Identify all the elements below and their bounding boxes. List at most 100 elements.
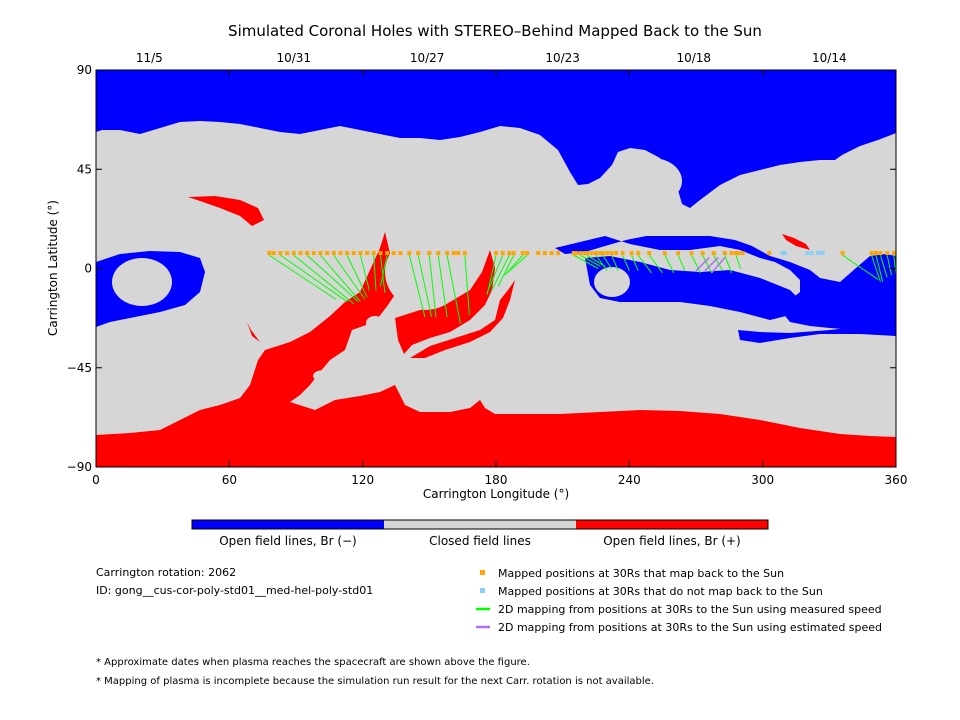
top-date-label: 10/23 — [545, 51, 580, 65]
mapped-position-marker — [456, 251, 461, 256]
measured-speed-mapping-line — [871, 255, 881, 282]
mapped-position-marker — [582, 251, 587, 256]
x-tick-label: 120 — [351, 473, 374, 487]
measured-speed-mapping-line — [417, 255, 433, 318]
colorbar: Open field lines, Br (−) Closed field lin… — [191, 519, 769, 548]
measured-speed-mapping-line — [586, 254, 606, 267]
measured-speed-mapping-line — [446, 255, 461, 324]
estimated-speed-mapping-line — [695, 256, 710, 272]
measured-speed-mapping-line — [595, 254, 608, 271]
mapped-position-marker — [549, 251, 554, 256]
colorbar-segment — [384, 520, 576, 529]
measured-speed-mapping-line — [428, 255, 437, 318]
mapped-position-marker — [662, 251, 667, 256]
mapped-position-marker — [511, 251, 516, 256]
mapped-position-marker — [462, 251, 467, 256]
y-axis-label: Carrington Latitude (°) — [46, 200, 60, 336]
mapped-position-marker — [416, 251, 421, 256]
mapped-position-marker — [689, 251, 694, 256]
legend-marker — [480, 588, 485, 593]
y-tick-label: −90 — [67, 460, 92, 474]
closed-island — [366, 316, 384, 330]
mapped-position-marker — [520, 251, 525, 256]
measured-speed-mapping-line — [359, 255, 370, 291]
unmapped-position-marker — [780, 251, 785, 256]
mapped-position-marker — [525, 251, 530, 256]
mapped-position-marker — [331, 251, 336, 256]
coronal-hole-map — [96, 70, 896, 467]
measured-speed-mapping-line — [875, 255, 884, 282]
measured-speed-mapping-line — [506, 254, 528, 274]
mapping-lines — [269, 254, 896, 324]
mapped-position-marker — [556, 251, 561, 256]
south-open-field-region — [410, 280, 515, 358]
mapped-position-marker — [338, 251, 343, 256]
measured-speed-mapping-line — [631, 255, 639, 271]
footnote-dates: * Approximate dates when plasma reaches … — [96, 657, 530, 668]
mapped-position-marker — [305, 251, 310, 256]
north-open-field-region — [96, 70, 896, 208]
closed-island — [313, 370, 335, 382]
mapped-position-marker — [267, 251, 272, 256]
mapped-position-marker — [620, 251, 625, 256]
mapped-position-marker — [647, 251, 652, 256]
legend-label: Mapped positions at 30Rs that do not map… — [498, 585, 823, 598]
measured-speed-mapping-line — [293, 254, 355, 305]
closed-island — [112, 258, 172, 306]
measured-speed-mapping-line — [886, 255, 893, 276]
top-date-label: 10/18 — [676, 51, 711, 65]
legend-label: 2D mapping from positions at 30Rs to the… — [498, 603, 882, 616]
south-open-field-region — [395, 250, 495, 354]
measured-speed-mapping-line — [842, 254, 879, 280]
x-tick-label: 300 — [751, 473, 774, 487]
unmapped-position-marker — [782, 251, 787, 256]
mapped-position-markers — [267, 251, 896, 256]
mapped-position-marker — [740, 251, 745, 256]
chart-title: Simulated Coronal Holes with STEREO–Behi… — [228, 22, 762, 40]
mapped-position-marker — [371, 251, 376, 256]
legend-label: Mapped positions at 30Rs that map back t… — [498, 567, 784, 580]
mapped-position-marker — [445, 251, 450, 256]
footnote-incomplete: * Mapping of plasma is incomplete becaus… — [96, 676, 654, 687]
measured-speed-mapping-line — [691, 255, 701, 274]
measured-speed-mapping-line — [333, 254, 366, 300]
colorbar-segment — [576, 520, 768, 529]
run-id-text: ID: gong__cus-cor-poly-std01__med-hel-po… — [96, 584, 374, 597]
mapped-position-marker — [729, 251, 734, 256]
east-open-field-region — [555, 236, 896, 330]
measured-speed-mapping-line — [320, 254, 361, 302]
measured-speed-mapping-line — [491, 255, 510, 291]
mapped-position-marker — [609, 251, 614, 256]
measured-speed-mapping-line — [280, 254, 348, 302]
measured-speed-mapping-line — [346, 255, 368, 298]
measured-speed-mapping-line — [637, 254, 652, 274]
measured-speed-mapping-line — [713, 255, 724, 271]
mapped-position-marker — [598, 251, 603, 256]
mapped-position-marker — [271, 251, 276, 256]
mapped-position-marker — [494, 251, 498, 256]
measured-speed-mapping-line — [879, 255, 888, 278]
top-date-label: 10/27 — [410, 51, 445, 65]
mapped-position-marker — [574, 251, 578, 256]
mapped-position-marker — [585, 251, 590, 256]
colorbar-label: Open field lines, Br (−) — [219, 534, 357, 548]
small-positive-patch — [188, 196, 264, 226]
axis-ticks: 0 60 120 180 240 300 360 −90 −45 0 45 90 11/5 10/31 10… — [67, 51, 908, 487]
mapped-position-marker — [636, 251, 641, 256]
unmapped-position-marker — [809, 251, 814, 256]
mapped-position-marker — [711, 251, 716, 256]
x-tick-label: 240 — [618, 473, 641, 487]
top-date-label: 11/5 — [136, 51, 163, 65]
top-date-label: 10/31 — [276, 51, 311, 65]
east-open-field-region — [738, 322, 896, 343]
measured-speed-mapping-line — [573, 254, 599, 269]
colorbar-label: Open field lines, Br (+) — [603, 534, 741, 548]
mapped-position-marker — [614, 251, 618, 256]
legend-label: 2D mapping from positions at 30Rs to the… — [498, 621, 882, 634]
unmapped-position-marker — [816, 251, 821, 256]
y-tick-label: 90 — [77, 63, 92, 77]
mapped-position-marker — [874, 251, 878, 256]
measured-speed-mapping-line — [735, 255, 741, 269]
x-tick-label: 180 — [485, 473, 508, 487]
mapped-position-marker — [436, 251, 441, 256]
